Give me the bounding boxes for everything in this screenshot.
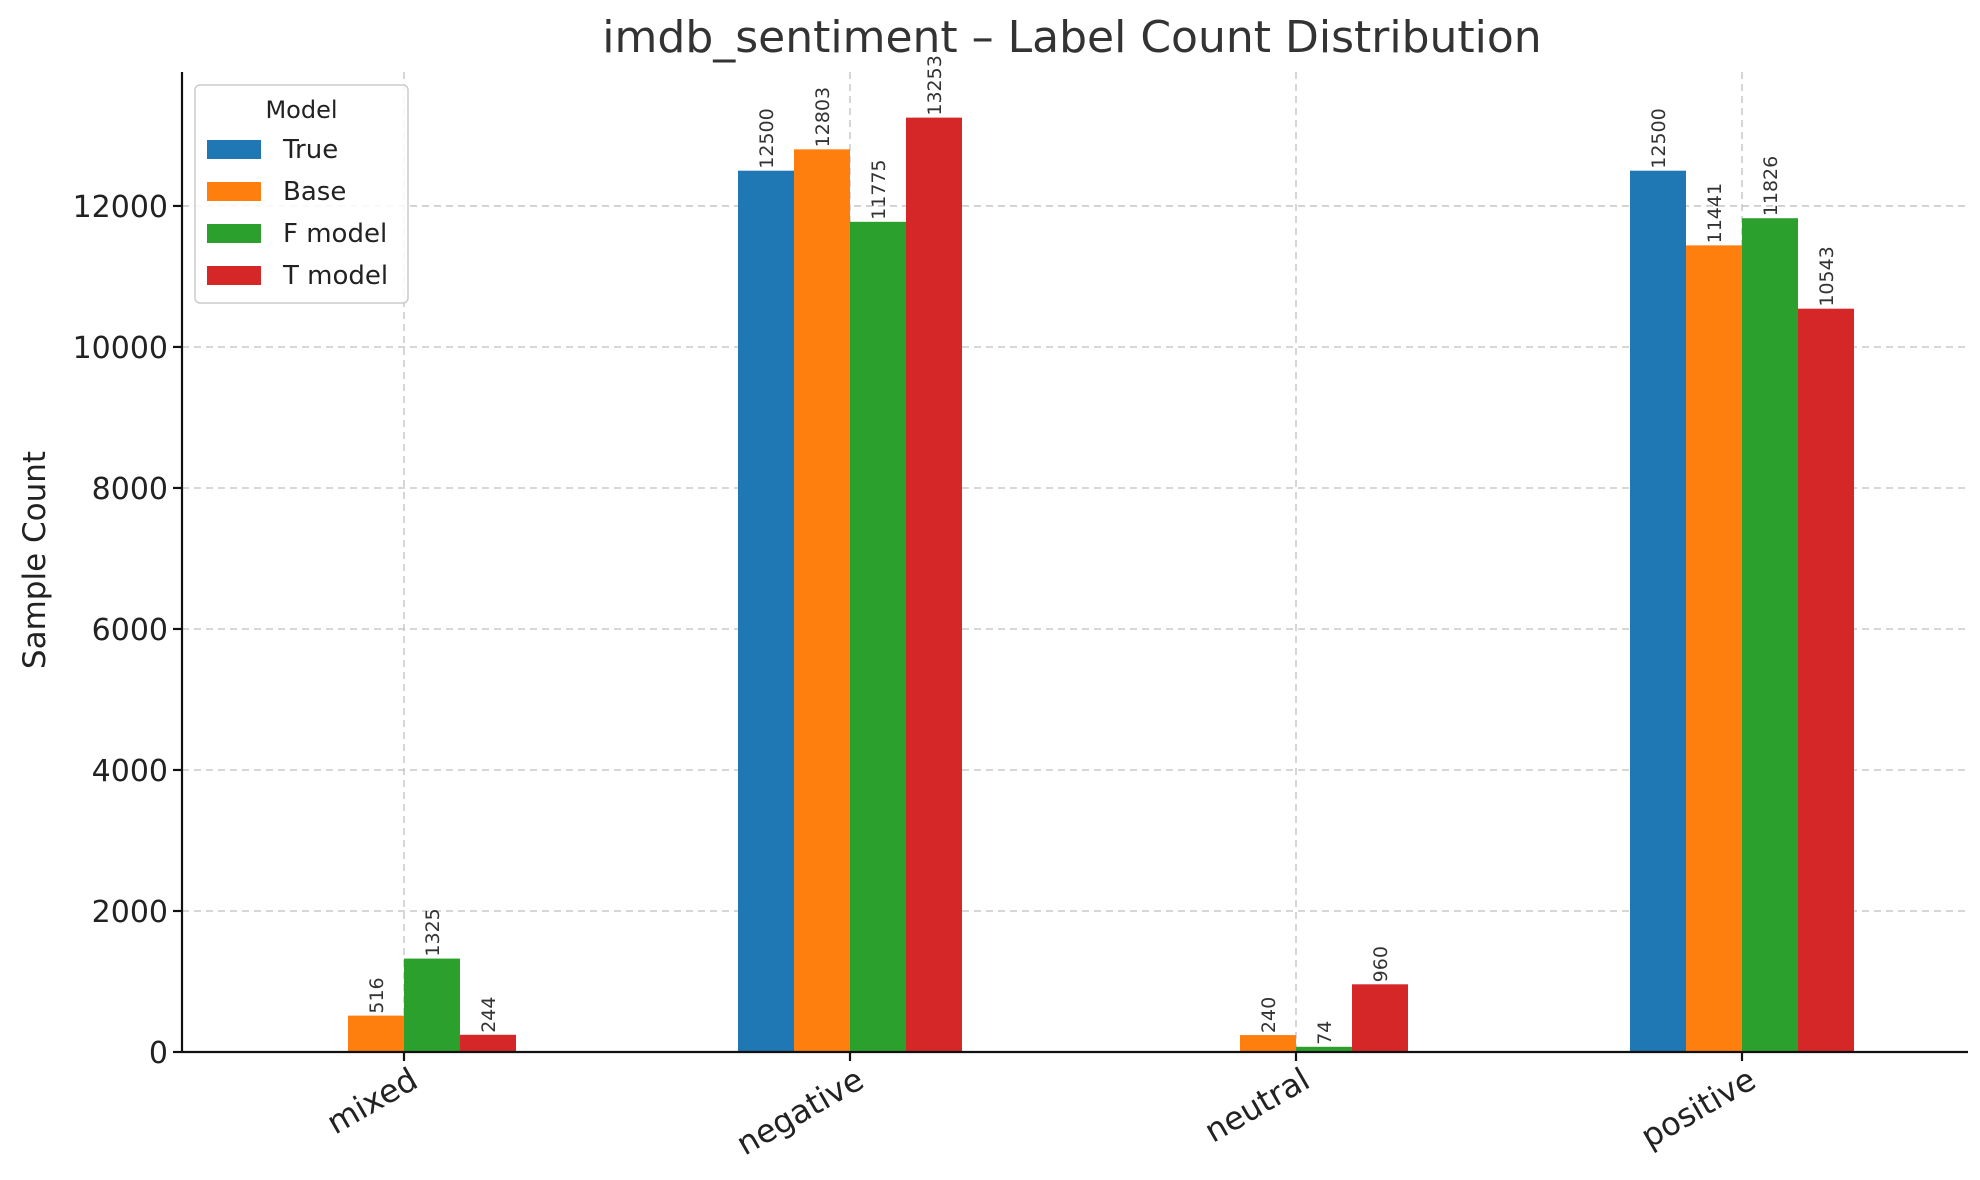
- bar-f-model-neutral[interactable]: [1296, 1046, 1352, 1052]
- legend-entry[interactable]: T model: [282, 261, 388, 291]
- legend-box: [194, 84, 409, 304]
- y-tick-labels: 0 2000 4000 6000 8000 10000 12000: [73, 190, 182, 1071]
- y-tick-label: 12000: [73, 190, 168, 225]
- bar-true-negative[interactable]: [738, 170, 794, 1053]
- data-label: 74: [1314, 1021, 1336, 1045]
- data-label: 240: [1258, 997, 1280, 1033]
- data-label: 12500: [1648, 108, 1670, 168]
- bar-base-neutral[interactable]: [1240, 1035, 1296, 1052]
- bar-f-model-mixed[interactable]: [404, 958, 460, 1052]
- bar-base-mixed[interactable]: [348, 1015, 404, 1052]
- bar-base-positive[interactable]: [1686, 245, 1742, 1052]
- legend-entry[interactable]: Base: [283, 177, 346, 207]
- bar-base-negative[interactable]: [794, 149, 850, 1052]
- data-label: 516: [366, 977, 388, 1013]
- legend-swatch: [207, 224, 261, 243]
- data-label: 11826: [1760, 156, 1782, 216]
- bar-t-model-mixed[interactable]: [460, 1034, 516, 1052]
- bars: [348, 117, 1854, 1053]
- bar-f-model-positive[interactable]: [1742, 218, 1798, 1052]
- legend-entry[interactable]: F model: [283, 219, 387, 249]
- data-label: 244: [478, 997, 500, 1033]
- y-tick-label: 0: [149, 1036, 168, 1071]
- bar-t-model-positive[interactable]: [1798, 308, 1854, 1053]
- data-label: 1325: [422, 908, 444, 956]
- y-tick-label: 6000: [92, 613, 168, 648]
- bar-t-model-negative[interactable]: [906, 117, 962, 1052]
- legend-swatch: [207, 182, 261, 201]
- y-axis-label: Sample Count: [17, 451, 53, 669]
- legend-swatch: [207, 266, 261, 285]
- x-tick-labels: mixed negative neutral positive: [320, 1052, 1762, 1163]
- y-tick-label: 10000: [73, 331, 168, 366]
- bar-f-model-negative[interactable]: [850, 221, 906, 1053]
- legend[interactable]: Model True Base F model T model: [194, 84, 409, 304]
- x-tick-label-neutral: neutral: [1198, 1060, 1316, 1150]
- bar-t-model-neutral[interactable]: [1352, 984, 1408, 1052]
- data-label: 12803: [812, 87, 834, 147]
- axes: [180, 72, 1968, 1054]
- y-tick-label: 4000: [92, 754, 168, 789]
- data-label: 11775: [868, 159, 890, 219]
- x-tick-label-positive: positive: [1634, 1060, 1762, 1156]
- x-tick-label-negative: negative: [730, 1060, 870, 1163]
- data-label: 11441: [1704, 183, 1726, 243]
- data-labels: 12500 12500 516 12803 240 11441 1325 11775 74 118…: [366, 55, 1838, 1045]
- x-tick-label-mixed: mixed: [320, 1060, 424, 1142]
- bar-true-positive[interactable]: [1630, 170, 1686, 1053]
- data-label: 12500: [756, 108, 778, 168]
- data-label: 10543: [1816, 246, 1838, 306]
- y-tick-label: 8000: [92, 472, 168, 507]
- legend-entry[interactable]: True: [282, 135, 338, 165]
- data-label: 960: [1370, 946, 1392, 982]
- chart-title: imdb_sentiment – Label Count Distributio…: [602, 12, 1541, 63]
- legend-swatch: [207, 140, 261, 159]
- data-label: 13253: [924, 55, 946, 115]
- legend-title: Model: [265, 96, 337, 124]
- y-tick-label: 2000: [92, 895, 168, 930]
